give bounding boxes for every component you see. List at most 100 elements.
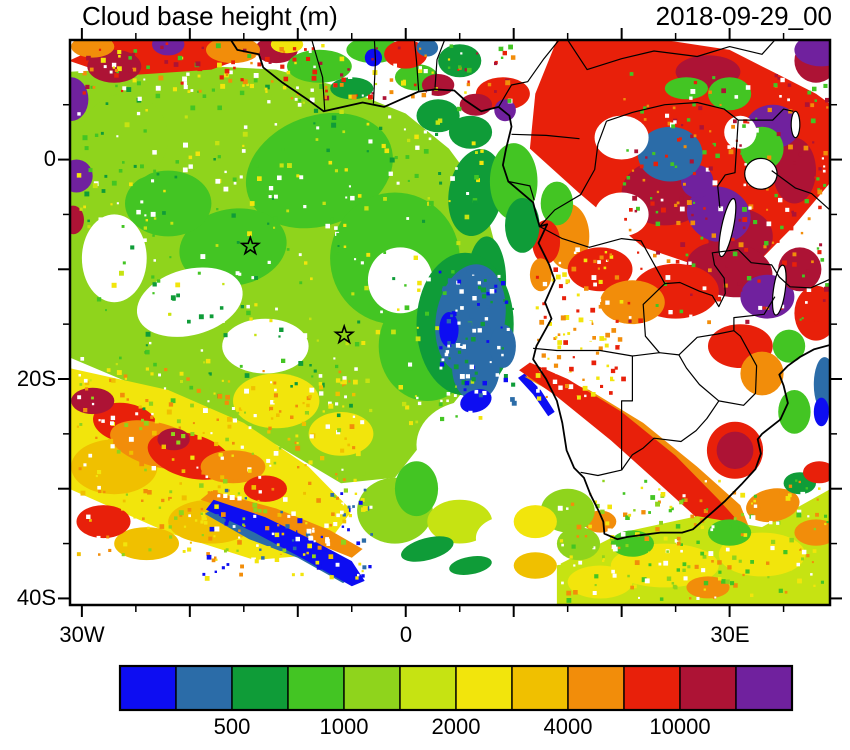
speckle	[776, 240, 780, 243]
speckle	[215, 43, 221, 49]
speckle	[329, 54, 333, 58]
speckle	[407, 179, 410, 182]
speckle	[580, 347, 583, 350]
speckle	[632, 195, 638, 201]
speckle	[690, 89, 696, 94]
speckle	[207, 491, 211, 494]
speckle	[636, 206, 640, 211]
speckle	[343, 223, 347, 227]
speckle	[80, 357, 85, 361]
speckle	[355, 451, 361, 457]
speckle	[539, 285, 542, 288]
speckle	[708, 268, 712, 273]
speckle	[242, 79, 248, 85]
speckle	[597, 298, 602, 303]
speckle	[692, 102, 696, 107]
speckle	[703, 509, 708, 514]
speckle	[686, 571, 691, 576]
speckle	[331, 115, 337, 120]
speckle	[265, 84, 270, 90]
cloud-region	[594, 192, 649, 237]
speckle	[660, 492, 666, 497]
speckle	[683, 498, 688, 502]
speckle	[330, 217, 334, 221]
speckle	[391, 329, 396, 335]
speckle	[688, 261, 692, 265]
speckle	[699, 499, 703, 503]
country-border	[539, 225, 666, 284]
speckle	[573, 251, 577, 254]
speckle	[205, 358, 211, 364]
speckle	[627, 240, 630, 243]
speckle	[510, 397, 515, 402]
speckle	[80, 490, 86, 496]
speckle	[603, 266, 607, 270]
speckle	[158, 75, 164, 81]
speckle	[474, 371, 478, 375]
speckle	[164, 60, 169, 64]
speckle	[244, 388, 249, 394]
speckle	[419, 47, 422, 50]
speckle	[457, 350, 462, 354]
speckle	[225, 73, 228, 77]
speckle	[339, 83, 344, 87]
speckle	[740, 533, 744, 537]
speckle	[247, 54, 252, 58]
speckle	[738, 526, 743, 530]
speckle	[94, 133, 99, 137]
speckle	[416, 326, 419, 329]
speckle	[183, 81, 188, 86]
speckle	[153, 259, 156, 262]
speckle	[566, 507, 569, 510]
cloud-region	[740, 351, 784, 396]
speckle	[698, 106, 703, 111]
speckle	[244, 411, 246, 414]
speckle	[304, 48, 307, 51]
speckle	[566, 524, 572, 530]
cloud-region	[200, 490, 363, 558]
speckle	[343, 488, 348, 493]
country-border	[621, 400, 720, 471]
speckle	[341, 468, 344, 471]
speckle	[711, 560, 714, 563]
speckle	[555, 371, 559, 375]
speckle	[618, 546, 621, 550]
speckle	[215, 244, 219, 247]
speckle	[418, 68, 423, 73]
colorbar-cell	[399, 665, 457, 711]
speckle	[440, 416, 445, 422]
speckle	[480, 149, 484, 153]
speckle	[561, 581, 564, 585]
speckle	[313, 65, 316, 69]
speckle	[252, 502, 258, 508]
speckle	[267, 430, 271, 434]
speckle	[806, 287, 812, 292]
speckle	[615, 345, 620, 350]
speckle	[655, 304, 659, 307]
speckle	[718, 206, 724, 212]
speckle	[804, 102, 810, 107]
speckle	[241, 149, 246, 153]
speckle	[83, 378, 88, 383]
speckle	[800, 231, 804, 235]
cloud-region	[76, 505, 131, 539]
speckle	[619, 346, 623, 350]
speckle	[415, 336, 421, 342]
speckle	[343, 245, 347, 248]
speckle	[110, 421, 114, 426]
speckle	[297, 527, 303, 533]
speckle	[708, 166, 713, 171]
speckle	[569, 555, 573, 559]
speckle	[655, 527, 660, 532]
speckle	[306, 403, 310, 408]
speckle	[416, 396, 419, 400]
speckle	[279, 163, 284, 168]
speckle	[311, 47, 315, 51]
speckle	[742, 217, 748, 222]
speckle	[179, 482, 182, 485]
speckle	[171, 458, 175, 461]
speckle	[673, 559, 676, 563]
speckle	[340, 492, 344, 495]
speckle	[469, 314, 474, 319]
speckle	[291, 573, 295, 577]
